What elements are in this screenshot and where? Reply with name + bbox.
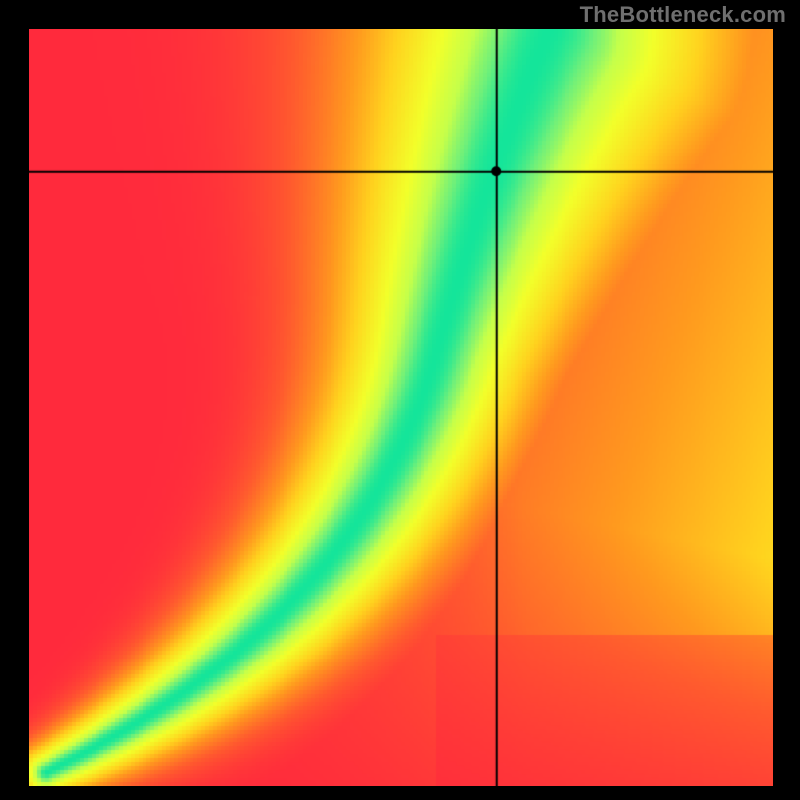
heatmap-plot: [29, 29, 773, 786]
heatmap-canvas: [29, 29, 773, 786]
watermark-text: TheBottleneck.com: [580, 2, 786, 28]
chart-container: TheBottleneck.com: [0, 0, 800, 800]
